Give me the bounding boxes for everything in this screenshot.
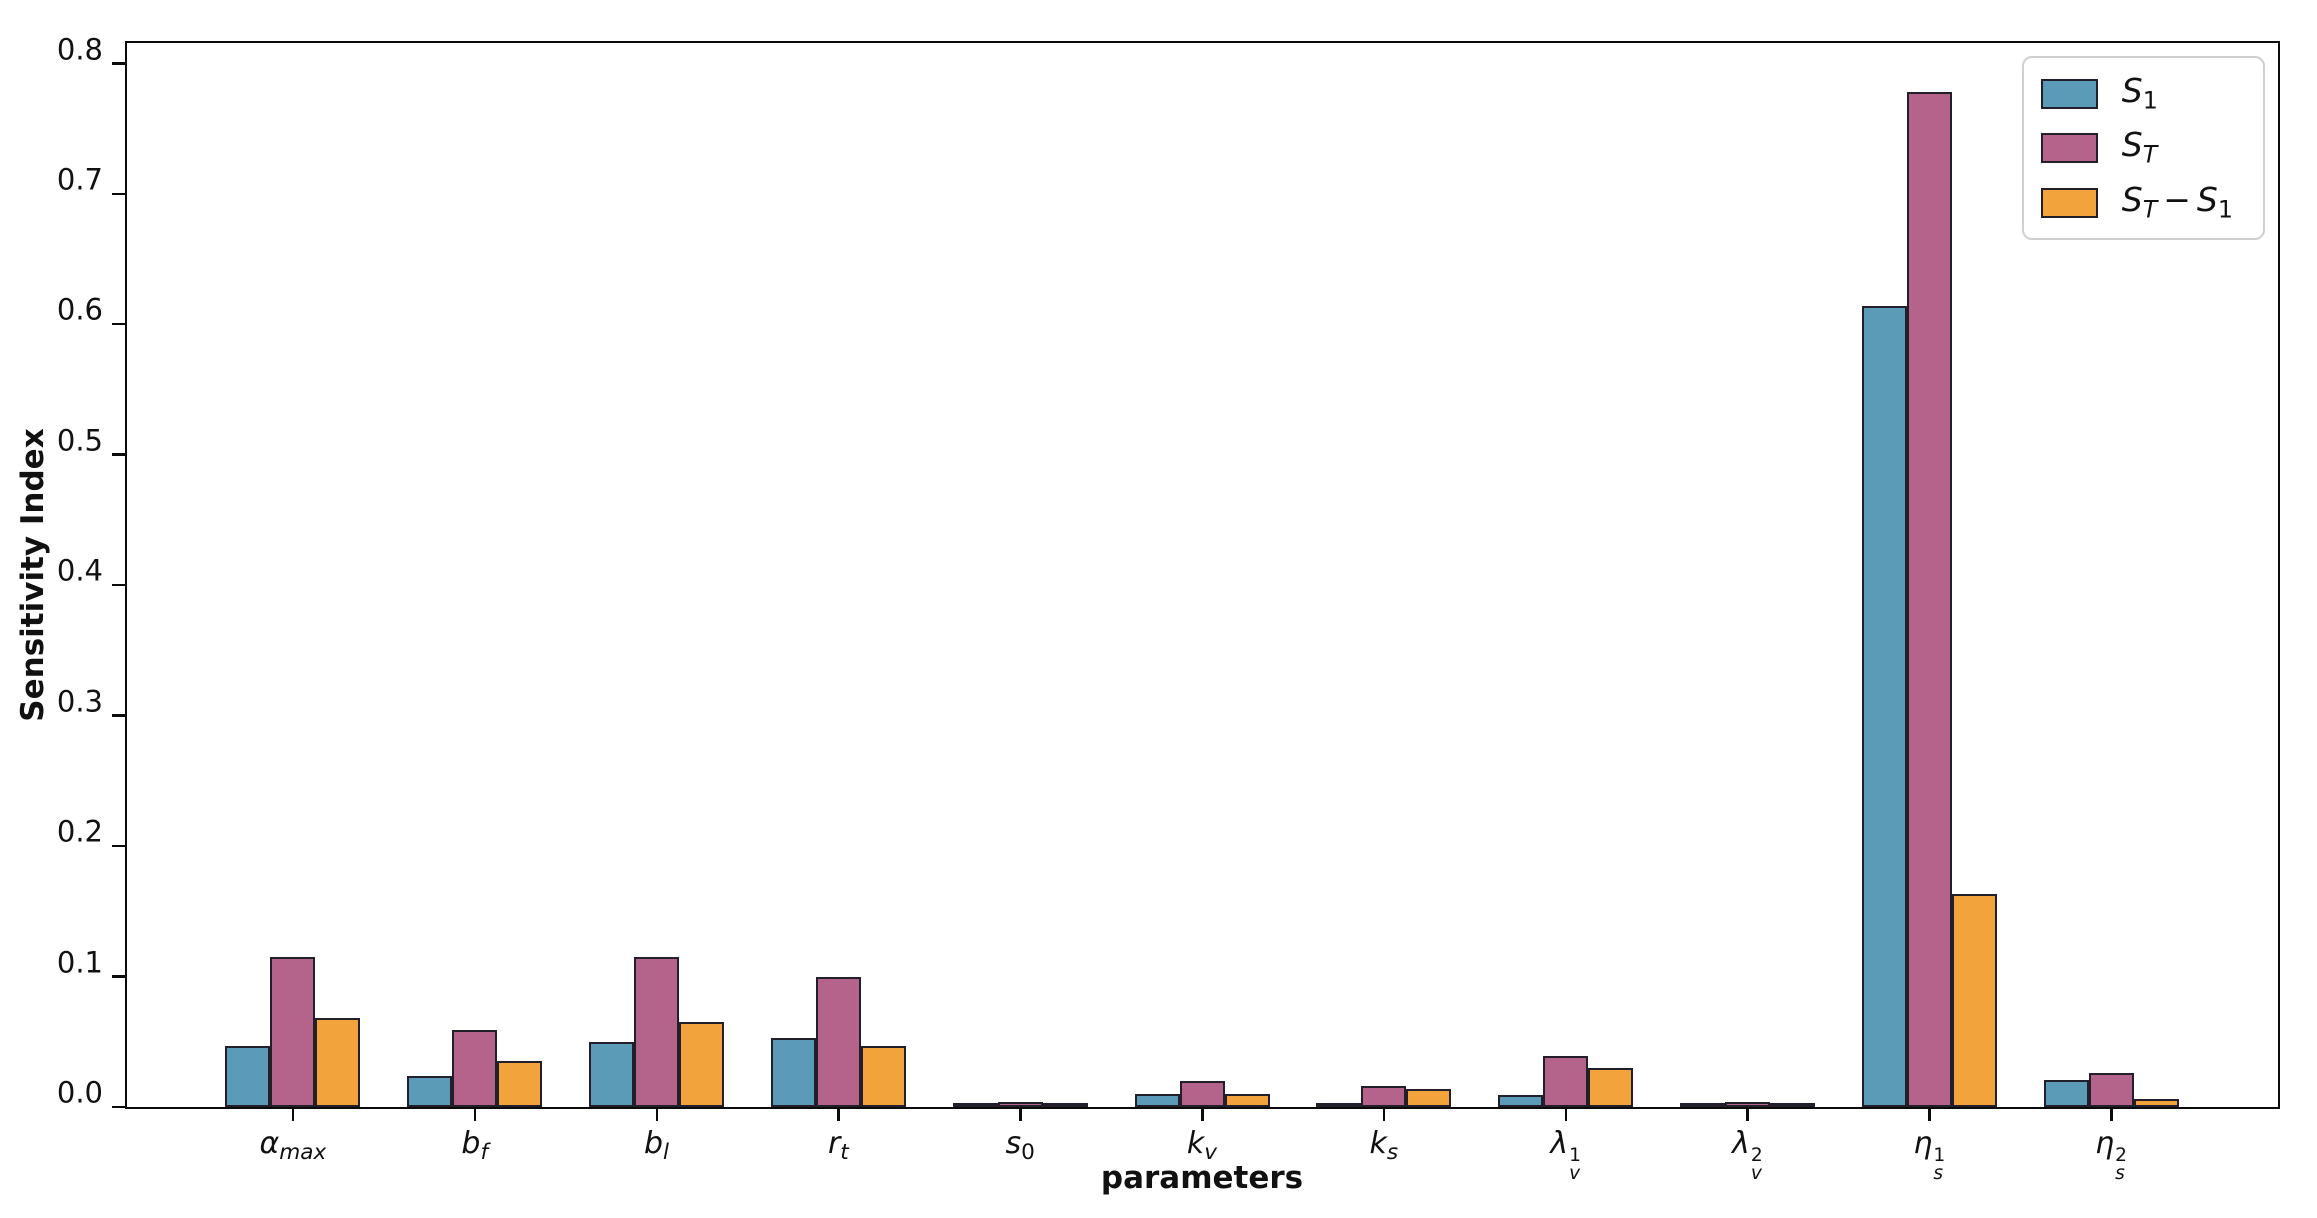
x-tick-label: αmax <box>259 1126 327 1166</box>
x-tick-mark <box>837 1109 840 1121</box>
y-tick-mark <box>112 714 125 717</box>
x-tick-mark <box>291 1109 295 1121</box>
y-tick-label: 0.8 <box>56 32 103 67</box>
bar-S_1-k_s <box>1316 1103 1362 1107</box>
x-tick-mark <box>473 1109 477 1121</box>
plot-area: 0.0 0.1 0.2 0.3 0.4 0.5 0.6 0.7 0.8 αmax bf bl rt s0 k… <box>57 35 2280 1183</box>
bar-S_T-b_l <box>634 957 680 1107</box>
y-tick-label: 0.6 <box>56 292 103 327</box>
bar-S_T-S_1-eta_s^1 <box>1951 894 1997 1107</box>
bar-S_1-alpha_max <box>225 1045 271 1107</box>
x-tick-label: ks <box>1369 1126 1399 1166</box>
bar-S_T-alpha_max <box>270 957 316 1107</box>
x-tick-mark <box>1019 1109 1022 1121</box>
bar-S_T-S_1-k_v <box>1224 1093 1270 1107</box>
bar-S_T-S_1-b_l <box>679 1022 725 1107</box>
bar-S_T-eta_s^2 <box>2088 1073 2134 1107</box>
bar-S_T-b_f <box>452 1030 498 1107</box>
y-tick-mark <box>112 192 125 195</box>
legend-swatch-S_T <box>2040 133 2098 164</box>
y-tick-mark <box>112 975 125 978</box>
y-tick-mark <box>112 1105 125 1108</box>
bar-S_T-eta_s^1 <box>1906 92 1952 1107</box>
legend-label: ST <box>2121 125 2158 170</box>
bar-S_1-eta_s^2 <box>2043 1079 2089 1107</box>
y-tick-label: 0.2 <box>56 814 103 849</box>
y-tick-mark <box>112 844 125 848</box>
y-tick-label: 0.5 <box>56 423 103 458</box>
x-tick-label: bf <box>461 1126 489 1166</box>
y-tick-label: 0.0 <box>56 1075 103 1110</box>
bar-S_1-s_0 <box>952 1103 998 1107</box>
x-axis-title: parameters <box>1100 1160 1304 1196</box>
bar-S_T-S_1-alpha_max <box>315 1018 361 1107</box>
y-tick-label: 0.4 <box>56 553 103 588</box>
y-tick-mark <box>112 62 125 65</box>
y-tick-mark <box>112 583 125 587</box>
bar-S_T-k_s <box>1361 1086 1407 1107</box>
x-tick-label: s0 <box>1005 1126 1035 1166</box>
bar-S_1-k_v <box>1134 1093 1180 1107</box>
x-tick-mark <box>655 1109 659 1121</box>
bar-S_T-S_1-b_f <box>497 1061 543 1107</box>
bar-S_T-S_1-r_t <box>860 1045 906 1107</box>
legend-label: S1 <box>2121 71 2158 115</box>
legend-label: ST − S1 <box>2121 179 2233 224</box>
x-tick-label: kv <box>1186 1126 1218 1166</box>
x-tick-label: bl <box>644 1126 670 1166</box>
x-tick-label: rt <box>827 1126 849 1166</box>
x-tick-mark <box>1382 1109 1386 1121</box>
bar-S_1-b_l <box>589 1041 635 1107</box>
bar-S_1-b_f <box>407 1075 453 1107</box>
legend-item: ST <box>2040 125 2233 170</box>
bar-S_T-lambda_v^2 <box>1724 1101 1770 1107</box>
x-tick-mark <box>2110 1109 2113 1121</box>
y-tick-mark <box>112 453 125 456</box>
bar-S_1-eta_s^1 <box>1861 306 1907 1107</box>
bar-S_T-r_t <box>815 976 861 1107</box>
legend: S1 ST ST − S1 <box>2021 56 2265 241</box>
bar-S_T-lambda_v^1 <box>1543 1056 1589 1107</box>
bar-S_T-S_1-lambda_v^1 <box>1588 1067 1634 1107</box>
y-tick-mark <box>112 322 125 326</box>
legend-swatch-S_1 <box>2040 78 2098 109</box>
y-tick-label: 0.3 <box>56 684 103 719</box>
bar-S_T-k_v <box>1179 1080 1225 1107</box>
legend-swatch-S_T-S_1 <box>2040 187 2098 218</box>
bar-S_1-r_t <box>770 1037 816 1107</box>
bar-S_T-S_1-k_s <box>1406 1088 1452 1107</box>
x-tick-mark <box>1928 1109 1931 1121</box>
bar-S_T-S_1-lambda_v^2 <box>1769 1103 1815 1107</box>
bar-S_1-lambda_v^1 <box>1498 1095 1544 1107</box>
y-tick-label: 0.7 <box>56 162 103 197</box>
bar-S_T-s_0 <box>997 1101 1043 1107</box>
y-axis-title: Sensitivity Index <box>15 428 51 722</box>
x-tick-mark <box>1564 1109 1568 1121</box>
y-tick-label: 0.1 <box>56 945 103 980</box>
bar-S_T-S_1-eta_s^2 <box>2133 1099 2179 1107</box>
legend-item: ST − S1 <box>2040 179 2233 224</box>
bar-S_1-lambda_v^2 <box>1679 1103 1725 1107</box>
x-tick-mark <box>1746 1109 1749 1121</box>
legend-item: S1 <box>2040 71 2233 115</box>
bar-S_T-S_1-s_0 <box>1042 1103 1088 1107</box>
x-tick-mark <box>1201 1109 1204 1121</box>
